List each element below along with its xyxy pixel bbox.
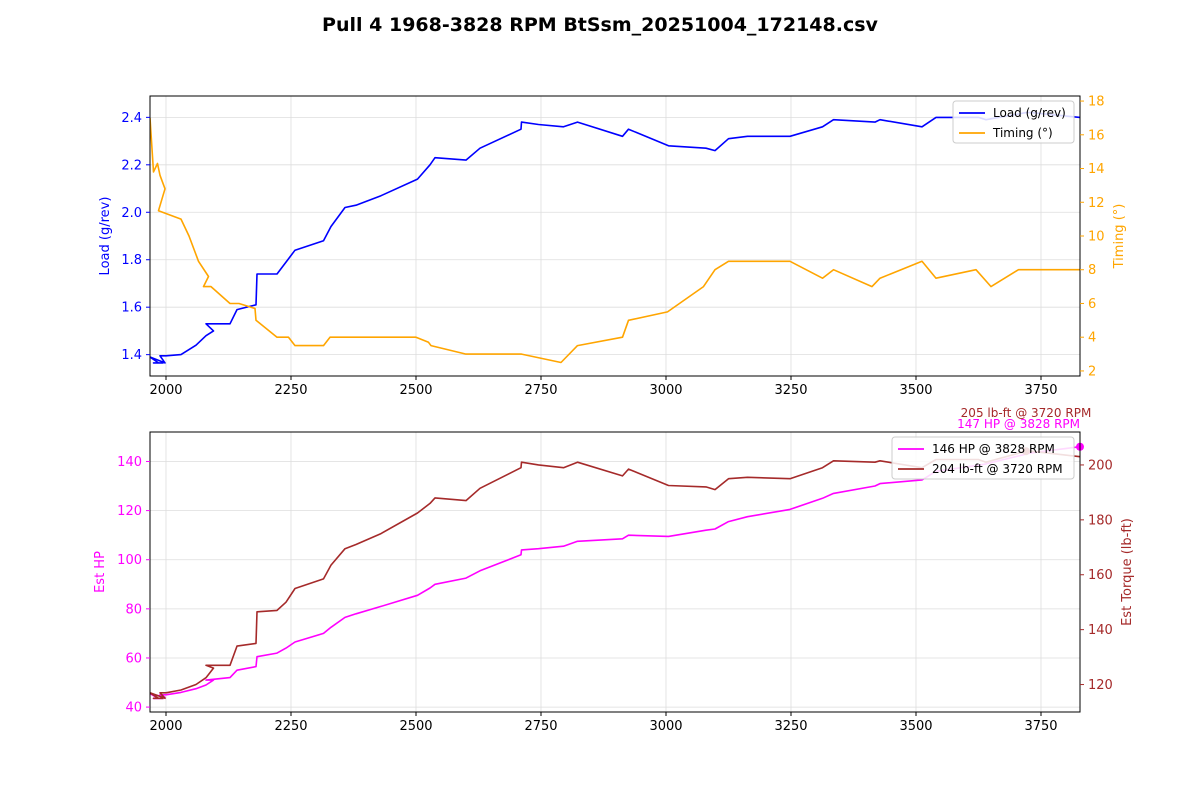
x-tick-label: 2250 <box>274 719 307 734</box>
legend-label: Timing (°) <box>992 126 1053 140</box>
left-axis-label: Load (g/rev) <box>98 197 113 276</box>
left-y-tick-label: 2.0 <box>121 206 142 221</box>
left-y-tick-label: 40 <box>125 701 142 716</box>
series-line-left <box>150 445 1080 700</box>
right-y-tick-label: 140 <box>1088 623 1113 638</box>
x-tick-label: 2500 <box>399 383 432 398</box>
right-y-tick-label: 160 <box>1088 568 1113 583</box>
left-y-tick-label: 1.6 <box>121 301 142 316</box>
figure-title: Pull 4 1968-3828 RPM BtSsm_20251004_1721… <box>322 14 878 36</box>
x-tick-label: 2250 <box>274 383 307 398</box>
x-tick-label: 2000 <box>149 383 182 398</box>
x-tick-label: 3750 <box>1024 383 1057 398</box>
series-line-right <box>150 450 1080 700</box>
x-tick-label: 3250 <box>774 383 807 398</box>
left-y-tick-label: 120 <box>117 504 142 519</box>
x-tick-label: 3000 <box>649 719 682 734</box>
right-y-tick-label: 2 <box>1088 364 1096 379</box>
x-tick-label: 3500 <box>899 383 932 398</box>
left-y-tick-label: 2.4 <box>121 111 142 126</box>
legend-label: Load (g/rev) <box>993 106 1066 120</box>
x-tick-label: 2750 <box>524 719 557 734</box>
right-y-tick-label: 10 <box>1088 230 1105 245</box>
series-line-right <box>150 117 1080 364</box>
x-tick-label: 3000 <box>649 383 682 398</box>
left-axis-label: Est HP <box>93 551 108 593</box>
right-y-tick-label: 180 <box>1088 513 1113 528</box>
right-y-tick-label: 16 <box>1088 128 1105 143</box>
right-y-tick-label: 120 <box>1088 678 1113 693</box>
right-axis-label: Timing (°) <box>1112 204 1127 270</box>
x-tick-label: 2500 <box>399 719 432 734</box>
x-tick-label: 3500 <box>899 719 932 734</box>
left-y-tick-label: 2.2 <box>121 158 142 173</box>
x-tick-label: 3250 <box>774 719 807 734</box>
legend-box <box>891 436 1075 480</box>
series-line-left <box>150 111 1080 364</box>
peak-annotation: 205 lb-ft @ 3720 RPM <box>961 406 1092 420</box>
legend-label: 146 HP @ 3828 RPM <box>932 442 1055 456</box>
legend-label: 204 lb-ft @ 3720 RPM <box>932 462 1063 476</box>
right-y-tick-label: 8 <box>1088 263 1096 278</box>
top-chart: 2000 2250 2500 2750 3000 3250 3500 3750 1.4 1.6 1.… <box>98 95 1127 398</box>
right-y-tick-label: 6 <box>1088 297 1096 312</box>
left-y-tick-label: 60 <box>125 651 142 666</box>
left-y-tick-label: 80 <box>125 602 142 617</box>
x-tick-label: 3750 <box>1024 719 1057 734</box>
right-axis-label: Est Torque (lb-ft) <box>1120 518 1135 626</box>
right-y-tick-label: 18 <box>1088 95 1105 110</box>
right-y-tick-label: 200 <box>1088 458 1113 473</box>
peak-annotation: 147 HP @ 3828 RPM <box>957 417 1080 431</box>
right-y-tick-label: 4 <box>1088 331 1096 346</box>
left-y-tick-label: 1.8 <box>121 253 142 268</box>
left-y-tick-label: 1.4 <box>121 348 142 363</box>
right-y-tick-label: 12 <box>1088 196 1105 211</box>
left-y-tick-label: 140 <box>117 455 142 470</box>
x-tick-label: 2000 <box>149 719 182 734</box>
x-tick-label: 2750 <box>524 383 557 398</box>
plot-frame <box>149 431 1081 713</box>
left-y-tick-label: 100 <box>117 553 142 568</box>
right-y-tick-label: 14 <box>1088 162 1105 177</box>
